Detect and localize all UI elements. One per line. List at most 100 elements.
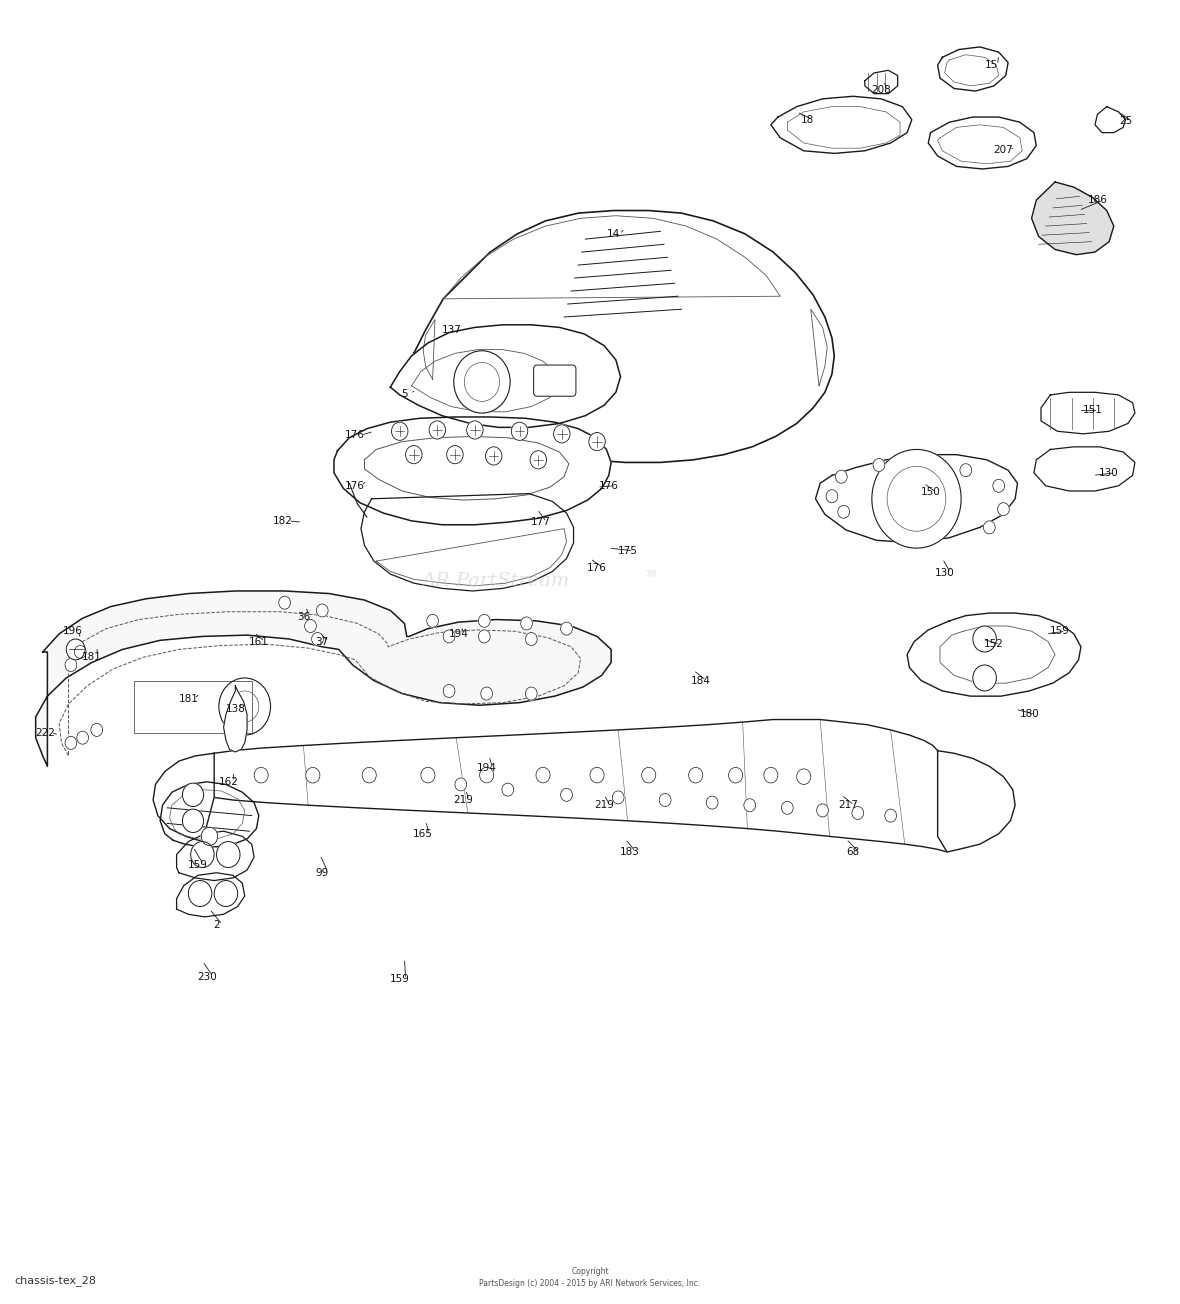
Circle shape: [65, 737, 77, 750]
Circle shape: [278, 596, 290, 609]
Circle shape: [215, 880, 237, 906]
FancyBboxPatch shape: [533, 365, 576, 396]
Polygon shape: [177, 831, 254, 880]
Circle shape: [77, 732, 88, 745]
Circle shape: [191, 841, 215, 867]
Circle shape: [520, 617, 532, 630]
Circle shape: [835, 471, 847, 484]
Text: 230: 230: [197, 971, 217, 982]
Circle shape: [997, 502, 1009, 515]
Circle shape: [743, 799, 755, 811]
Circle shape: [763, 767, 778, 782]
Circle shape: [427, 614, 439, 627]
Text: 181: 181: [83, 652, 101, 662]
Circle shape: [612, 792, 624, 805]
Text: chassis-tex_28: chassis-tex_28: [14, 1275, 97, 1286]
Text: 18: 18: [801, 115, 814, 125]
Circle shape: [202, 827, 217, 845]
Circle shape: [230, 691, 258, 722]
Circle shape: [430, 421, 446, 439]
Circle shape: [589, 433, 605, 451]
Circle shape: [485, 447, 502, 466]
Text: 150: 150: [920, 488, 940, 497]
Text: 196: 196: [64, 626, 83, 636]
Text: 99: 99: [315, 867, 329, 878]
Text: Copyright
PartsDesign (c) 2004 - 2015 by ARI Network Services, Inc.: Copyright PartsDesign (c) 2004 - 2015 by…: [479, 1267, 701, 1288]
Polygon shape: [223, 686, 247, 752]
Text: 162: 162: [218, 777, 238, 786]
Polygon shape: [414, 210, 834, 463]
Circle shape: [817, 805, 828, 816]
Circle shape: [478, 630, 490, 643]
Text: 159: 159: [188, 859, 208, 870]
Circle shape: [852, 806, 864, 819]
Text: 151: 151: [1083, 406, 1102, 416]
Polygon shape: [1034, 447, 1135, 492]
Text: 137: 137: [441, 325, 461, 335]
Text: 181: 181: [178, 694, 198, 704]
Text: 138: 138: [225, 704, 245, 715]
Polygon shape: [929, 117, 1036, 170]
Circle shape: [961, 464, 971, 477]
Text: 2: 2: [214, 919, 219, 930]
Text: 183: 183: [620, 848, 640, 857]
Text: 159: 159: [1050, 626, 1070, 636]
Circle shape: [478, 614, 490, 627]
Text: 217: 217: [839, 801, 858, 810]
Circle shape: [454, 351, 510, 413]
Text: 176: 176: [588, 562, 607, 572]
Text: 194: 194: [477, 763, 497, 772]
Circle shape: [254, 767, 268, 782]
Polygon shape: [771, 96, 912, 154]
Circle shape: [838, 505, 850, 518]
Circle shape: [872, 450, 962, 548]
Circle shape: [796, 769, 811, 785]
Circle shape: [444, 685, 455, 698]
Text: 222: 222: [35, 728, 55, 738]
Text: 207: 207: [994, 145, 1014, 154]
Circle shape: [480, 687, 492, 700]
Text: 15: 15: [985, 60, 998, 70]
Bar: [135, 681, 251, 733]
Polygon shape: [334, 417, 611, 524]
Text: 208: 208: [871, 85, 891, 95]
Polygon shape: [1095, 107, 1126, 133]
Circle shape: [972, 665, 996, 691]
Polygon shape: [938, 47, 1008, 91]
Circle shape: [183, 784, 204, 806]
Text: 37: 37: [315, 636, 329, 647]
Polygon shape: [865, 70, 898, 94]
Text: 176: 176: [346, 481, 365, 490]
Text: 180: 180: [1020, 709, 1040, 720]
Polygon shape: [215, 720, 948, 852]
Circle shape: [406, 446, 422, 464]
Circle shape: [525, 632, 537, 645]
Circle shape: [992, 480, 1004, 493]
Circle shape: [218, 678, 270, 735]
Circle shape: [466, 421, 483, 439]
Circle shape: [91, 724, 103, 737]
Circle shape: [183, 808, 204, 832]
Text: 68: 68: [846, 848, 860, 857]
Circle shape: [707, 797, 717, 808]
Polygon shape: [35, 591, 611, 767]
Circle shape: [885, 808, 897, 822]
Text: 176: 176: [599, 481, 618, 490]
Text: 219: 219: [453, 795, 473, 805]
Circle shape: [728, 767, 742, 782]
Polygon shape: [391, 325, 621, 428]
Text: 14: 14: [607, 230, 621, 239]
Circle shape: [362, 767, 376, 782]
Text: 176: 176: [346, 430, 365, 441]
Circle shape: [590, 767, 604, 782]
Circle shape: [873, 459, 885, 472]
Text: 165: 165: [413, 829, 433, 838]
Circle shape: [511, 422, 527, 441]
Text: 152: 152: [984, 639, 1004, 649]
Polygon shape: [153, 754, 215, 841]
Text: 182: 182: [273, 516, 293, 526]
Circle shape: [983, 520, 995, 533]
Text: 159: 159: [389, 974, 409, 985]
Text: 25: 25: [1119, 116, 1132, 126]
Polygon shape: [907, 613, 1081, 696]
